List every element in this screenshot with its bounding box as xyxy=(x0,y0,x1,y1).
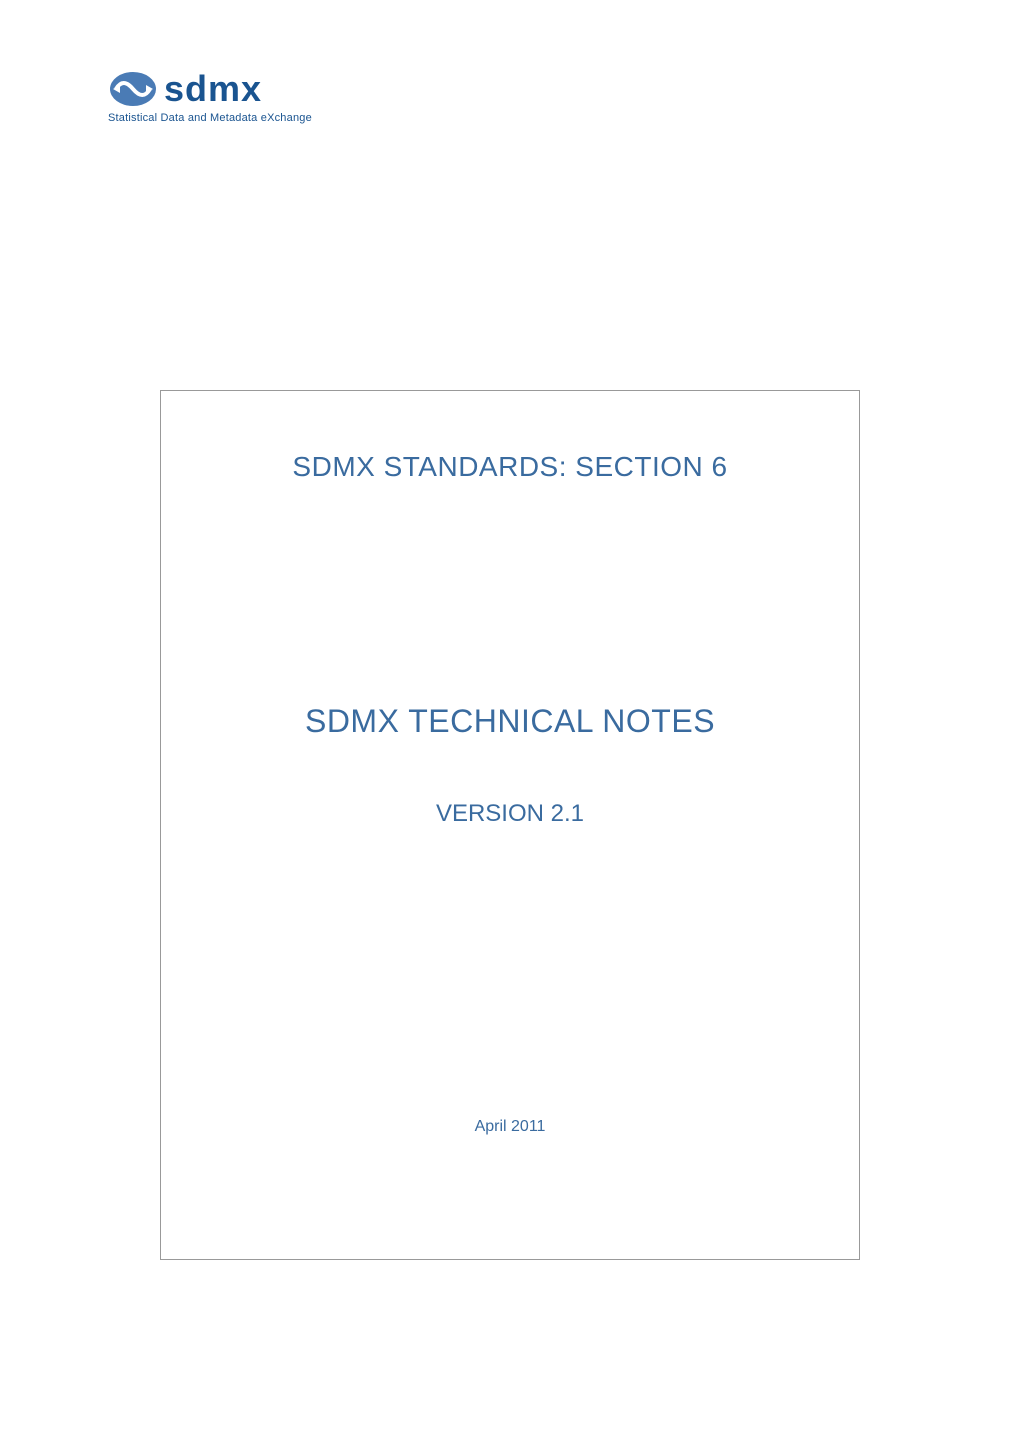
section-title: SDMX STANDARDS: SECTION 6 xyxy=(201,451,819,483)
main-title: SDMX TECHNICAL NOTES xyxy=(201,703,819,740)
document-box: SDMX STANDARDS: SECTION 6 SDMX TECHNICAL… xyxy=(160,390,860,1260)
logo-area: sdmx Statistical Data and Metadata eXcha… xyxy=(108,68,312,124)
sdmx-logo-icon xyxy=(108,69,158,109)
version-number: 2.1 xyxy=(551,800,584,827)
document-date: April 2011 xyxy=(201,1118,819,1136)
logo-tagline: Statistical Data and Metadata eXchange xyxy=(108,112,312,124)
logo-mark: sdmx xyxy=(108,68,262,110)
version-line: VERSION 2.1 xyxy=(201,800,819,828)
logo-brand-text: sdmx xyxy=(164,68,262,110)
version-label: VERSION xyxy=(436,800,544,827)
